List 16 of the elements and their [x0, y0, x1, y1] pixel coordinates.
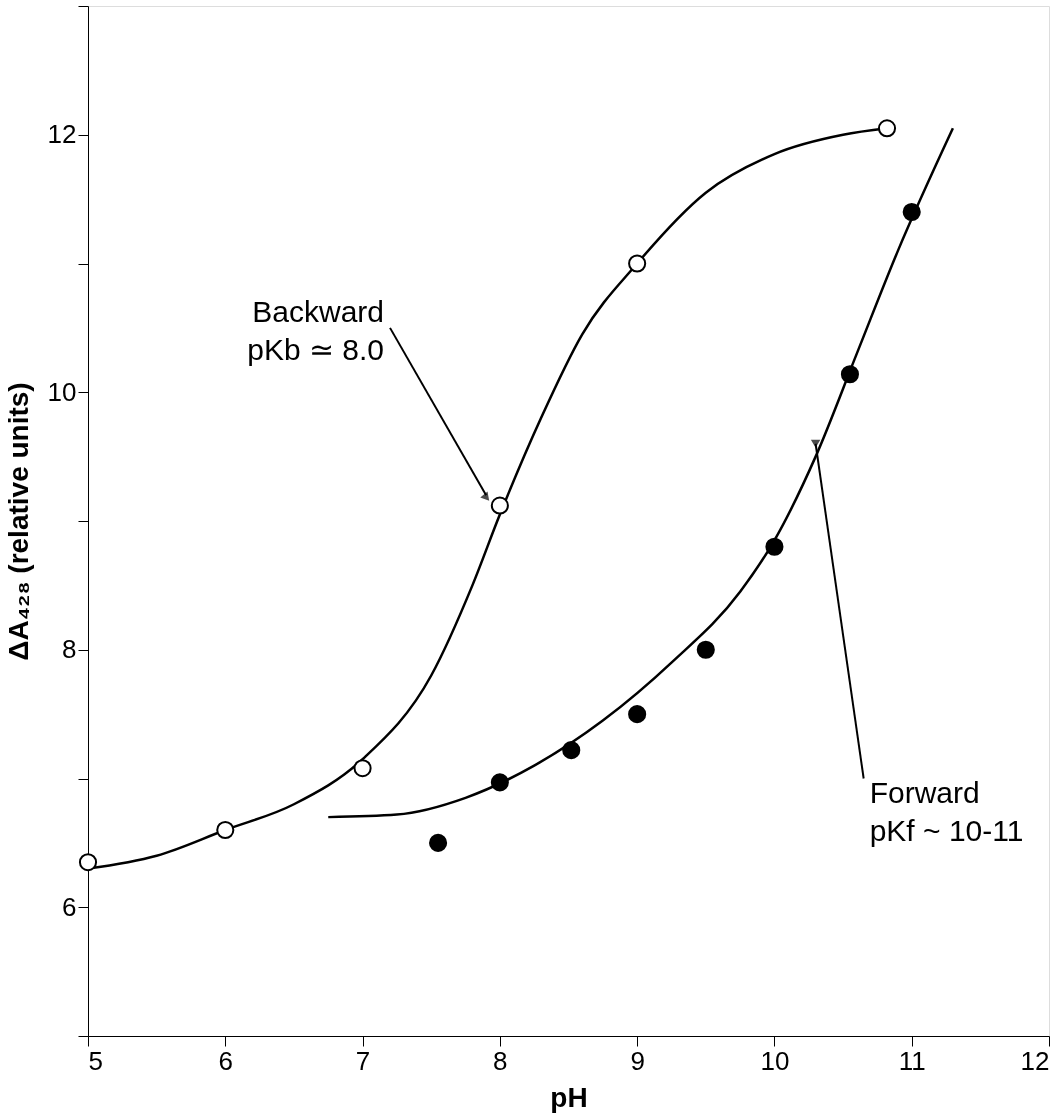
x-tick-label: 6 — [218, 1045, 234, 1076]
annotation: Forward pKf ~ 10-11 — [869, 775, 1024, 847]
x-tick-label: 11 — [898, 1045, 926, 1076]
x-tick-label: 10 — [760, 1045, 790, 1076]
x-tick-label: 7 — [355, 1045, 371, 1076]
x-tick-label: 12 — [1020, 1045, 1050, 1076]
y-tick-label: 8 — [62, 634, 77, 665]
y-axis-title: ΔA₄₂₈ (relative units) — [2, 382, 34, 661]
y-tick-label: 6 — [62, 891, 77, 922]
x-tick-label: 5 — [88, 1045, 103, 1076]
annotation: Backward pKb ≃ 8.0 — [247, 294, 385, 366]
y-tick-label: 12 — [47, 119, 77, 150]
x-axis-title: pH — [550, 1081, 588, 1113]
y-tick-label: 10 — [47, 376, 77, 407]
x-tick-label: 9 — [630, 1045, 645, 1076]
x-tick-label: 8 — [493, 1045, 508, 1076]
